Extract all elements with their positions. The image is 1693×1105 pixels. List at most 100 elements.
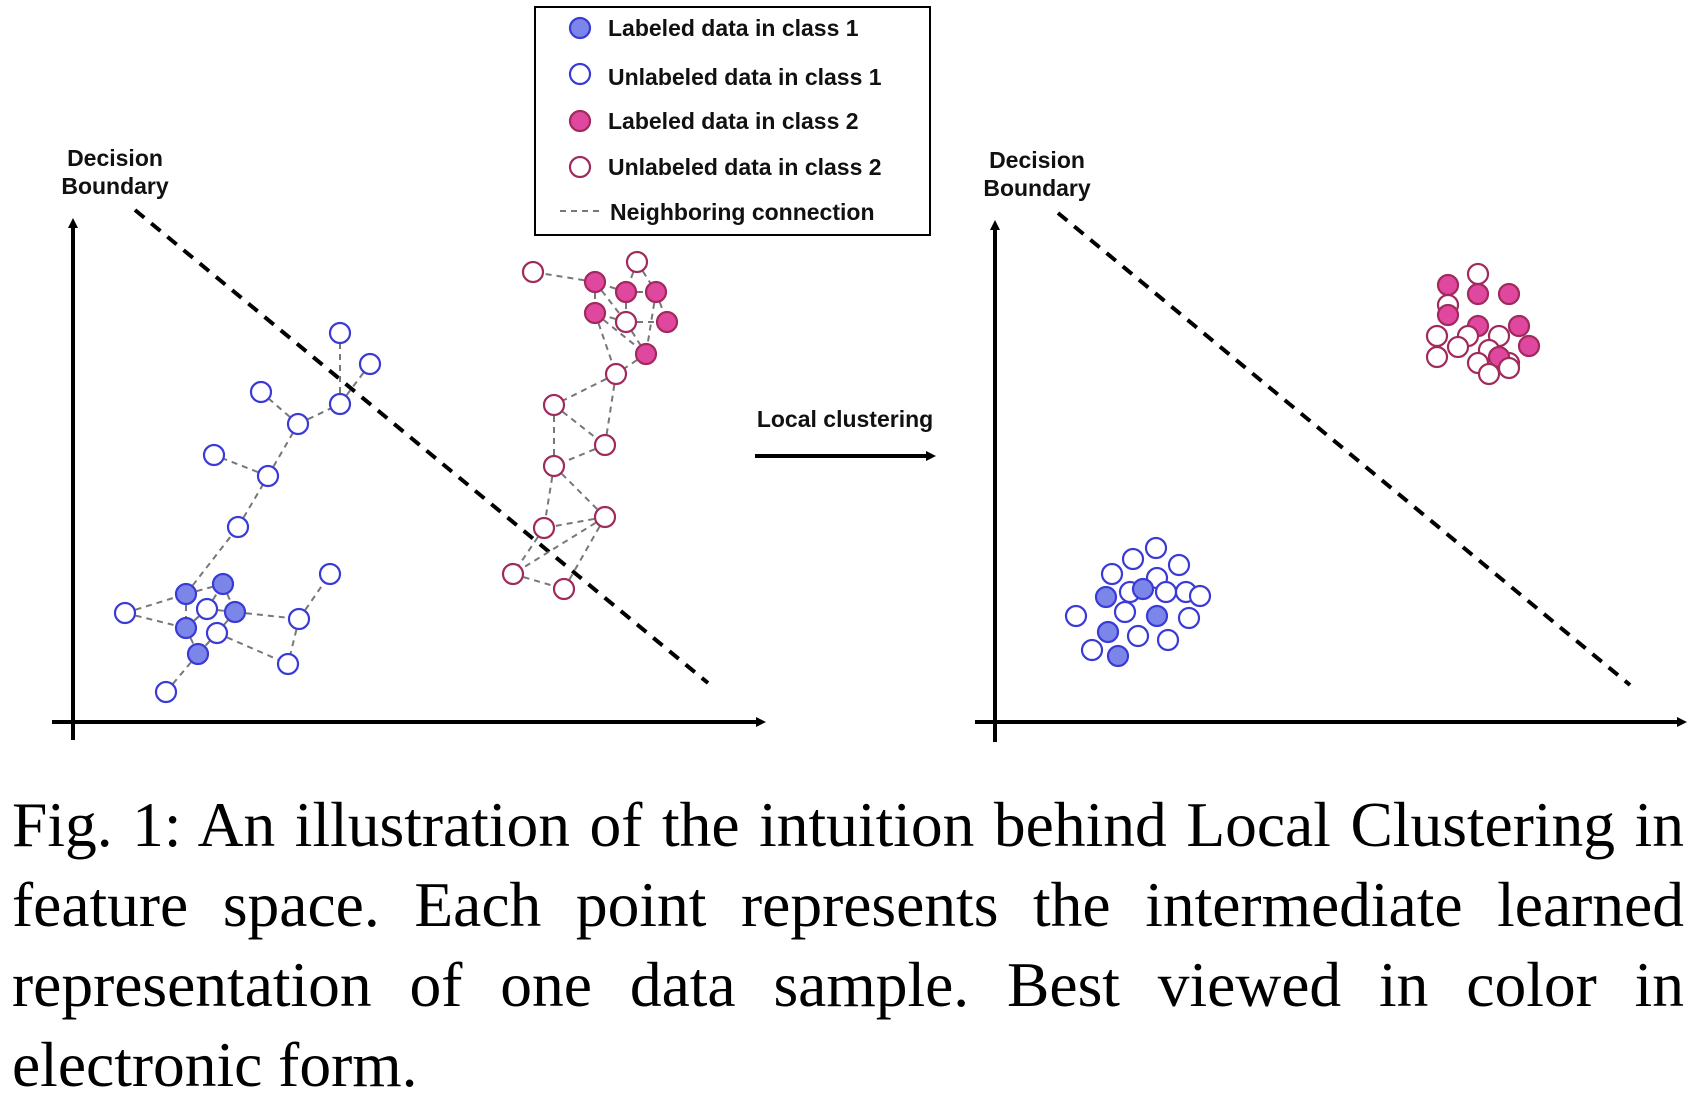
left-point-unlabeled-class1 [249,380,273,404]
neighbor-connection [553,465,606,518]
right-point-unlabeled-class1 [1121,547,1145,571]
neighbor-connection [260,391,299,425]
right-point-unlabeled-class2 [1425,345,1449,369]
right-point-labeled-class2 [1507,314,1531,338]
neighbor-connection [339,363,371,405]
right-point-unlabeled-class1 [1064,604,1088,628]
left-point-unlabeled-class2 [625,250,649,274]
left-point-unlabeled-class1 [328,321,352,345]
right-data-points [1064,262,1541,668]
neighbor-connection [512,516,606,575]
right-point-labeled-class1 [1094,585,1118,609]
neighbor-connection [553,373,617,406]
left-point-unlabeled-class2 [604,362,628,386]
right-point-unlabeled-class1 [1144,536,1168,560]
right-point-unlabeled-class2 [1446,335,1470,359]
left-boundary-label-line2: Boundary [61,173,169,199]
left-point-unlabeled-class2 [593,505,617,529]
right-point-unlabeled-class1 [1100,562,1124,586]
left-decision-boundary [133,208,710,685]
figure-caption: Fig. 1: An illustration of the intuition… [12,789,1684,1100]
left-point-unlabeled-class2 [552,577,576,601]
neighbor-connection [216,632,289,665]
left-point-unlabeled-class1 [358,352,382,376]
right-boundary-label-line1: Decision [989,147,1085,173]
legend-marker-labeled-class1 [568,16,592,40]
neighbor-connection [563,516,606,590]
left-point-labeled-class2 [614,280,638,304]
left-point-unlabeled-class1 [226,515,250,539]
left-point-unlabeled-class1 [276,652,300,676]
right-point-unlabeled-class1 [1167,553,1191,577]
neighbor-connection [604,373,617,446]
left-panel-before-clustering: Decision Boundary [52,145,766,740]
right-point-labeled-class1 [1131,577,1155,601]
left-point-unlabeled-class1 [154,680,178,704]
transition-label: Local clustering [757,406,933,432]
left-point-labeled-class1 [174,616,198,640]
left-point-unlabeled-class2 [501,562,525,586]
left-point-unlabeled-class1 [328,392,352,416]
left-point-unlabeled-class1 [287,607,311,631]
right-point-labeled-class2 [1436,273,1460,297]
right-point-labeled-class2 [1517,334,1541,358]
right-point-unlabeled-class1 [1080,638,1104,662]
right-point-unlabeled-class2 [1425,324,1449,348]
left-point-unlabeled-class2 [521,260,545,284]
left-point-labeled-class2 [583,270,607,294]
right-point-labeled-class1 [1096,620,1120,644]
left-point-unlabeled-class2 [542,454,566,478]
legend-marker-labeled-class2 [568,109,592,133]
legend: Labeled data in class 1 Unlabeled data i… [534,6,931,236]
right-panel-after-clustering: Decision Boundary [975,147,1687,742]
legend-marker-unlabeled-class1 [568,62,592,86]
legend-label-labeled-class2: Labeled data in class 2 [608,108,859,134]
left-point-labeled-class1 [186,642,210,666]
local-clustering-figure: Labeled data in class 1 Unlabeled data i… [52,6,1687,742]
left-point-labeled-class2 [655,310,679,334]
right-decision-boundary [1056,211,1632,687]
right-point-unlabeled-class1 [1113,600,1137,624]
left-point-unlabeled-class1 [205,621,229,645]
legend-label-unlabeled-class2: Unlabeled data in class 2 [608,154,882,180]
left-point-labeled-class2 [644,280,668,304]
left-point-unlabeled-class1 [195,597,219,621]
right-point-unlabeled-class2 [1497,356,1521,380]
left-data-points [113,250,679,704]
right-point-unlabeled-class1 [1188,584,1212,608]
left-neighbor-connections [124,261,668,693]
left-point-labeled-class2 [634,342,658,366]
right-point-unlabeled-class1 [1156,628,1180,652]
legend-label-connection: Neighboring connection [610,199,875,225]
local-clustering-transition: Local clustering [755,406,936,461]
right-point-labeled-class1 [1145,604,1169,628]
left-boundary-label-line1: Decision [67,145,163,171]
right-point-unlabeled-class2 [1466,262,1490,286]
legend-label-labeled-class1: Labeled data in class 1 [608,15,859,41]
right-point-unlabeled-class1 [1177,606,1201,630]
legend-box [534,6,931,236]
left-point-unlabeled-class1 [318,562,342,586]
left-point-labeled-class1 [174,582,198,606]
left-point-labeled-class1 [223,600,247,624]
left-point-unlabeled-class1 [256,464,280,488]
right-point-unlabeled-class1 [1154,580,1178,604]
right-point-unlabeled-class1 [1126,624,1150,648]
left-point-unlabeled-class1 [113,601,137,625]
legend-marker-unlabeled-class2 [568,155,592,179]
neighbor-connection [185,526,239,595]
right-point-labeled-class2 [1497,282,1521,306]
right-point-unlabeled-class2 [1477,362,1501,386]
neighbor-connection [165,653,199,693]
left-point-labeled-class2 [583,301,607,325]
right-point-labeled-class2 [1436,303,1460,327]
right-point-labeled-class2 [1466,282,1490,306]
neighbor-connection [594,281,627,323]
left-point-unlabeled-class2 [542,393,566,417]
left-point-unlabeled-class1 [202,443,226,467]
left-point-labeled-class1 [211,572,235,596]
left-point-unlabeled-class2 [532,516,556,540]
right-boundary-label-line2: Boundary [983,175,1091,201]
left-point-unlabeled-class2 [614,310,638,334]
right-point-labeled-class1 [1106,644,1130,668]
